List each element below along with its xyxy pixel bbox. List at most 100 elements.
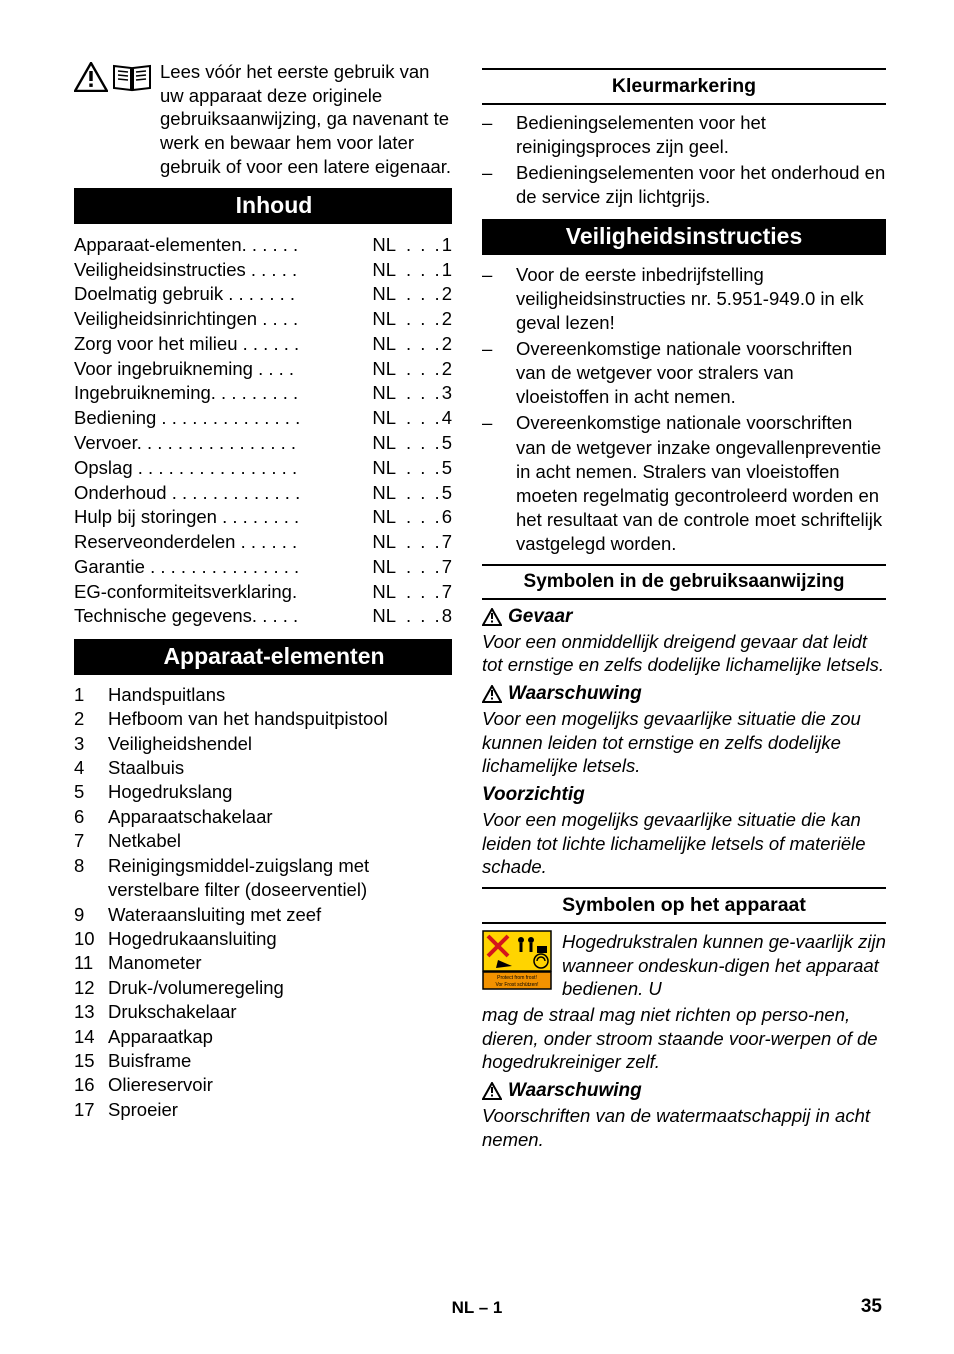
list-item: 14Apparaatkap [74,1025,452,1049]
danger-triangle-icon [482,608,502,626]
toc-page: 5 [442,480,452,505]
intro-block: Lees vóór het eerste gebruik van uw appa… [74,60,452,178]
toc-row: Onderhoud . . . . . . . . . . . . .NL. .… [74,480,452,505]
item-text: Veiligheidshendel [108,732,452,756]
item-number: 1 [74,683,108,707]
item-number: 14 [74,1025,108,1049]
item-number: 9 [74,903,108,927]
item-number: 12 [74,976,108,1000]
toc-dots: . . . [396,257,442,282]
toc-lang: NL [362,455,396,480]
list-item: 9Wateraansluiting met zeef [74,903,452,927]
left-column: Lees vóór het eerste gebruik van uw appa… [74,60,452,1152]
device-symbol-text1: Hogedrukstralen kunnen ge-vaarlijk zijn … [562,930,886,1001]
toc-page: 7 [442,579,452,604]
toc-page: 8 [442,604,452,629]
toc-dots: . . . [396,579,442,604]
toc-row: Ingebruikneming. . . . . . . . .NL. . .3 [74,381,452,406]
warning-triangle-icon [482,685,502,703]
toc-dots: . . . [396,331,442,356]
toc-page: 1 [442,257,452,282]
footer: NL – 1 [0,1298,954,1318]
list-item: 6Apparaatschakelaar [74,805,452,829]
intro-text: Lees vóór het eerste gebruik van uw appa… [160,60,452,178]
list-item: 2Hefboom van het handspuitpistool [74,707,452,731]
kleurmarkering-list: –Bedieningselementen voor het reinigings… [482,111,886,209]
dash: – [482,263,516,335]
heading-kleurmarkering: Kleurmarkering [482,68,886,105]
toc-row: Opslag . . . . . . . . . . . . . . . .NL… [74,455,452,480]
toc-label: Ingebruikneming. . . . . . . . . [74,381,362,406]
toc-lang: NL [362,257,396,282]
toc-lang: NL [362,431,396,456]
device-symbol-block: Protect from frost! Vor Frost schützen! … [482,930,886,1001]
toc-label: Veiligheidsinstructies . . . . . [74,257,362,282]
toc-page: 6 [442,505,452,530]
heading-inhoud: Inhoud [74,188,452,224]
toc-lang: NL [362,480,396,505]
toc-row: Apparaat-elementen. . . . . .NL. . .1 [74,232,452,257]
toc-page: 4 [442,406,452,431]
list-item: 3Veiligheidshendel [74,732,452,756]
dash: – [482,161,516,209]
item-text: Apparaatkap [108,1025,452,1049]
list-item: 8Reinigingsmiddel-zuigslang met verstelb… [74,854,452,903]
item-text: Overeenkomstige nationale voorschriften … [516,337,886,409]
item-text: Reinigingsmiddel-zuigslang met verstelba… [108,854,452,903]
list-item: 16Oliereservoir [74,1073,452,1097]
toc-label: Veiligheidsinrichtingen . . . . [74,307,362,332]
item-number: 16 [74,1073,108,1097]
toc-dots: . . . [396,381,442,406]
toc-lang: NL [362,307,396,332]
item-text: Buisframe [108,1049,452,1073]
heading-veiligheid: Veiligheidsinstructies [482,219,886,255]
toc-label: Reserveonderdelen . . . . . . [74,530,362,555]
toc-lang: NL [362,282,396,307]
dash: – [482,337,516,409]
toc-lang: NL [362,505,396,530]
item-number: 11 [74,951,108,975]
toc-row: Veiligheidsinstructies . . . . .NL. . .1 [74,257,452,282]
item-number: 10 [74,927,108,951]
item-number: 15 [74,1049,108,1073]
toc-page: 3 [442,381,452,406]
symbol-gevaar-row: Gevaar [482,606,886,628]
list-item: –Voor de eerste inbedrijfstelling veilig… [482,263,886,335]
item-text: Manometer [108,951,452,975]
toc-dots: . . . [396,282,442,307]
toc-page: 5 [442,455,452,480]
open-book-icon [112,62,152,92]
toc-dots: . . . [396,455,442,480]
waarschuwing-text: Voor een mogelijks gevaarlijke situatie … [482,707,886,778]
toc-dots: . . . [396,356,442,381]
toc-dots: . . . [396,406,442,431]
toc-table: Apparaat-elementen. . . . . .NL. . .1Vei… [74,232,452,629]
list-item: –Bedieningselementen voor het onderhoud … [482,161,886,209]
list-item: 5Hogedrukslang [74,780,452,804]
item-text: Netkabel [108,829,452,853]
right-column: Kleurmarkering –Bedieningselementen voor… [482,60,886,1152]
toc-page: 5 [442,431,452,456]
toc-page: 1 [442,232,452,257]
toc-dots: . . . [396,431,442,456]
elements-list: 1Handspuitlans2Hefboom van het handspuit… [74,683,452,1122]
item-number: 6 [74,805,108,829]
item-text: Hogedrukaansluiting [108,927,452,951]
toc-page: 2 [442,331,452,356]
waarschuwing2-text: Voorschriften van de watermaatschappij i… [482,1104,886,1151]
dash: – [482,111,516,159]
toc-lang: NL [362,331,396,356]
waarschuwing2-label: Waarschuwing [508,1080,642,1102]
toc-page: 7 [442,555,452,580]
toc-lang: NL [362,604,396,629]
item-text: Hogedrukslang [108,780,452,804]
toc-lang: NL [362,555,396,580]
item-text: Drukschakelaar [108,1000,452,1024]
heading-apparaat-elementen: Apparaat-elementen [74,639,452,675]
toc-row: EG-conformiteitsverklaring.NL. . .7 [74,579,452,604]
toc-dots: . . . [396,604,442,629]
intro-icons [74,60,152,92]
item-number: 2 [74,707,108,731]
list-item: 10Hogedrukaansluiting [74,927,452,951]
toc-page: 2 [442,356,452,381]
